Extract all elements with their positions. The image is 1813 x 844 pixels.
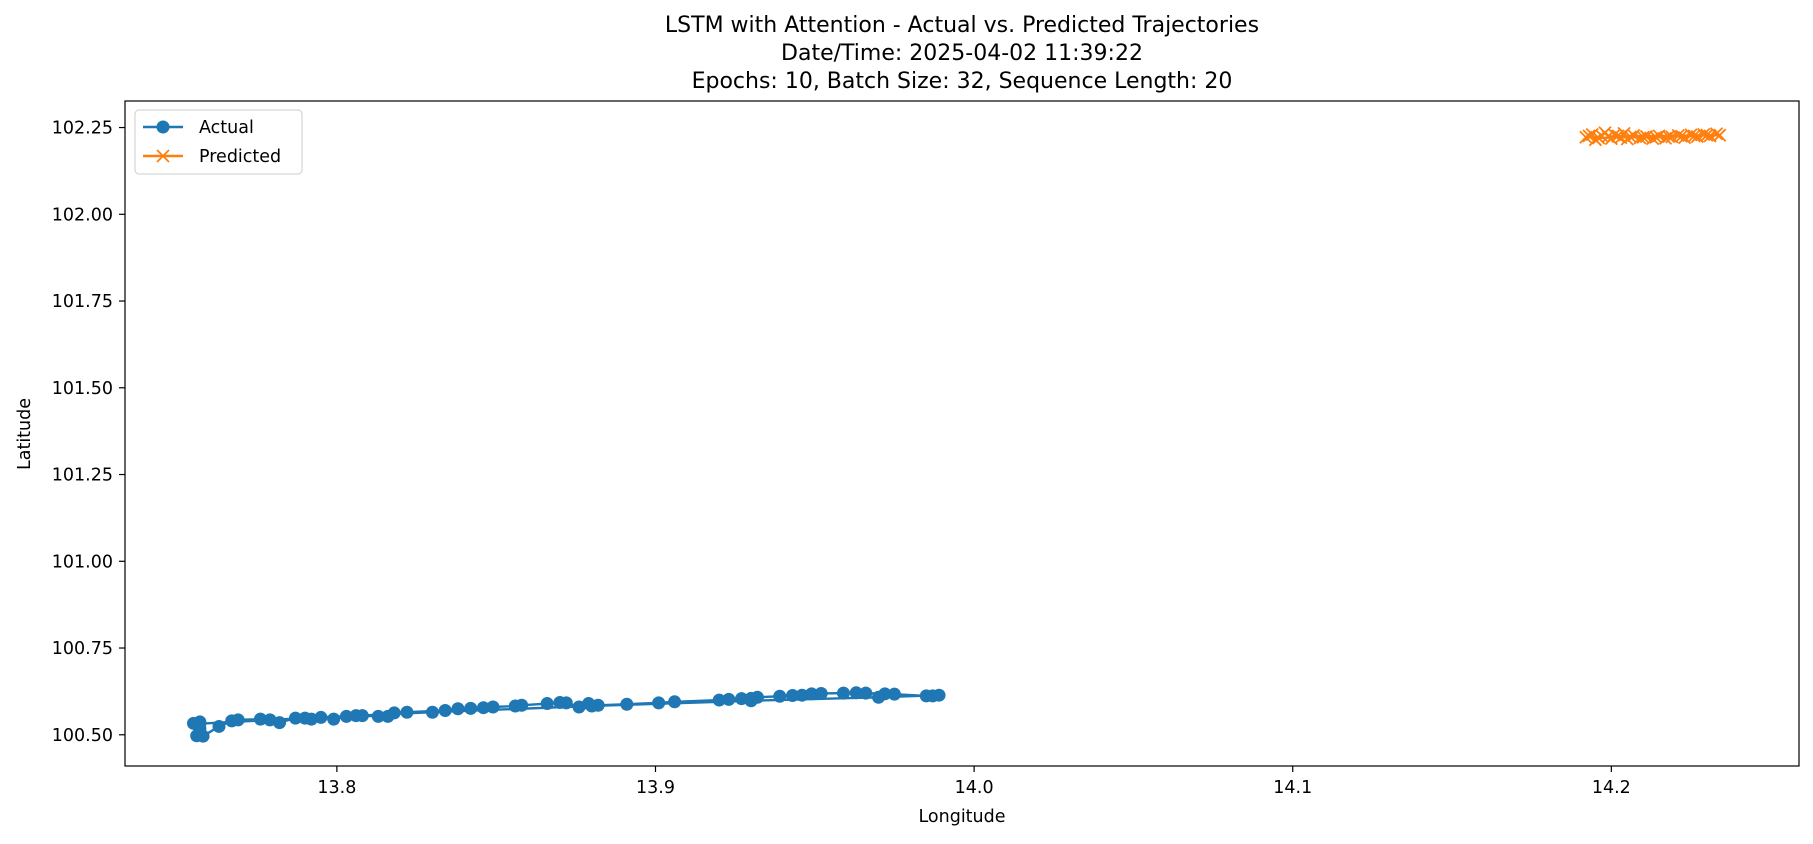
data-point-actual <box>314 710 328 724</box>
data-point-actual <box>559 696 573 710</box>
data-point-actual <box>585 699 599 713</box>
data-point-actual <box>464 701 478 715</box>
data-point-actual <box>932 688 946 702</box>
data-point-actual <box>253 712 267 726</box>
x-tick-label: 13.8 <box>317 778 356 798</box>
data-point-actual <box>231 713 245 727</box>
data-point-predicted <box>1588 133 1603 147</box>
data-point-actual <box>805 687 819 701</box>
data-point-predicted <box>1662 129 1676 144</box>
data-point-predicted <box>1649 130 1663 144</box>
data-point-actual <box>193 717 207 731</box>
series-layer <box>187 126 1727 743</box>
legend-marker-actual <box>156 120 170 134</box>
data-point-actual <box>476 701 490 715</box>
legend: Actual Predicted <box>134 109 303 175</box>
data-point-actual <box>298 711 312 725</box>
data-point-actual <box>722 692 736 706</box>
legend-entry-predicted: Predicted <box>143 147 281 167</box>
data-point-predicted <box>1636 130 1650 144</box>
data-point-actual <box>515 698 529 712</box>
y-tick-label: 102.25 <box>52 119 113 139</box>
data-point-predicted <box>1674 129 1689 143</box>
data-point-actual <box>652 696 666 710</box>
data-point-actual <box>540 697 554 711</box>
data-point-predicted <box>1582 129 1596 143</box>
data-point-actual <box>273 716 287 730</box>
data-point-actual <box>849 686 863 700</box>
legend-entry-actual: Actual <box>143 118 254 138</box>
data-point-predicted <box>1700 128 1714 142</box>
chart-title-line-3: Epochs: 10, Batch Size: 32, Sequence Len… <box>692 69 1233 94</box>
x-tick-label: 13.9 <box>636 778 675 798</box>
x-tick-label: 14.2 <box>1592 778 1631 798</box>
data-point-actual <box>451 702 465 716</box>
data-point-predicted <box>1611 129 1625 143</box>
legend-label-predicted: Predicted <box>199 147 281 167</box>
data-point-actual <box>814 686 828 700</box>
series-actual <box>187 686 946 743</box>
chart-title-line-1: LSTM with Attention - Actual vs. Predict… <box>665 13 1259 38</box>
data-point-actual <box>773 689 787 703</box>
data-point-actual <box>327 712 341 726</box>
data-point-actual <box>355 709 369 723</box>
data-point-actual <box>872 690 886 704</box>
y-tick-label: 100.50 <box>52 726 113 746</box>
chart-title-line-2: Date/Time: 2025-04-02 11:39:22 <box>781 41 1143 66</box>
data-point-predicted <box>1623 130 1638 144</box>
data-point-actual <box>438 703 452 717</box>
y-tick-label: 101.00 <box>52 552 113 572</box>
y-tick-label: 102.00 <box>52 205 113 225</box>
data-point-actual <box>212 719 226 733</box>
data-point-actual <box>785 689 799 703</box>
x-tick-label: 14.1 <box>1273 778 1312 798</box>
data-point-actual <box>288 711 302 725</box>
data-point-actual <box>339 709 353 723</box>
legend-label-actual: Actual <box>199 118 254 138</box>
data-point-actual <box>859 686 873 700</box>
x-axis-label: Longitude <box>918 807 1005 827</box>
legend-x-glyph <box>156 149 170 163</box>
y-axis-label: Latitude <box>15 398 35 470</box>
data-point-actual <box>196 729 210 743</box>
data-point-actual <box>712 693 726 707</box>
y-tick-label: 101.75 <box>52 292 113 312</box>
x-tick-label: 14.0 <box>955 778 994 798</box>
data-point-actual <box>668 695 682 709</box>
y-tick-label: 101.50 <box>52 379 113 399</box>
data-point-actual <box>744 694 758 708</box>
axes-frame <box>124 100 1800 767</box>
series-predicted <box>1579 126 1727 147</box>
y-tick-label: 101.25 <box>52 466 113 486</box>
data-point-predicted <box>1687 129 1701 143</box>
data-point-actual <box>620 697 634 711</box>
data-point-actual <box>887 687 901 701</box>
data-point-actual <box>425 705 439 719</box>
data-point-actual <box>795 688 809 702</box>
data-point-actual <box>387 706 401 720</box>
data-point-actual <box>486 700 500 714</box>
data-point-actual <box>371 709 385 723</box>
y-tick-label: 100.75 <box>52 639 113 659</box>
data-point-actual <box>836 686 850 700</box>
legend-marker-predicted <box>156 149 170 163</box>
data-point-actual <box>400 705 414 719</box>
data-point-predicted <box>1713 128 1727 142</box>
axis-ticks: 13.8 13.9 14.0 14.1 14.2 100.50 100.75 101.00 10… <box>52 119 1631 798</box>
